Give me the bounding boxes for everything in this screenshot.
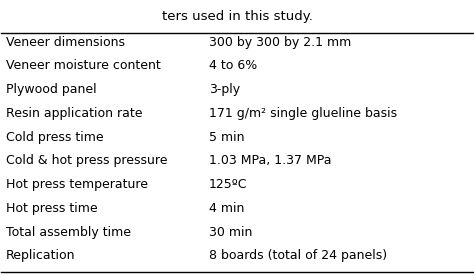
Text: Replication: Replication <box>6 250 75 262</box>
Text: Plywood panel: Plywood panel <box>6 83 97 96</box>
Text: Hot press temperature: Hot press temperature <box>6 178 148 191</box>
Text: Veneer moisture content: Veneer moisture content <box>6 59 161 72</box>
Text: 1.03 MPa, 1.37 MPa: 1.03 MPa, 1.37 MPa <box>209 154 331 167</box>
Text: Veneer dimensions: Veneer dimensions <box>6 36 125 49</box>
Text: 5 min: 5 min <box>209 131 244 144</box>
Text: Total assembly time: Total assembly time <box>6 226 131 239</box>
Text: 8 boards (total of 24 panels): 8 boards (total of 24 panels) <box>209 250 387 262</box>
Text: 4 min: 4 min <box>209 202 244 215</box>
Text: 171 g/m² single glueline basis: 171 g/m² single glueline basis <box>209 107 397 120</box>
Text: 4 to 6%: 4 to 6% <box>209 59 257 72</box>
Text: 3-ply: 3-ply <box>209 83 240 96</box>
Text: ters used in this study.: ters used in this study. <box>162 10 312 23</box>
Text: Hot press time: Hot press time <box>6 202 98 215</box>
Text: Cold & hot press pressure: Cold & hot press pressure <box>6 154 168 167</box>
Text: 300 by 300 by 2.1 mm: 300 by 300 by 2.1 mm <box>209 36 351 49</box>
Text: 30 min: 30 min <box>209 226 252 239</box>
Text: Resin application rate: Resin application rate <box>6 107 143 120</box>
Text: 125ºC: 125ºC <box>209 178 247 191</box>
Text: Cold press time: Cold press time <box>6 131 104 144</box>
